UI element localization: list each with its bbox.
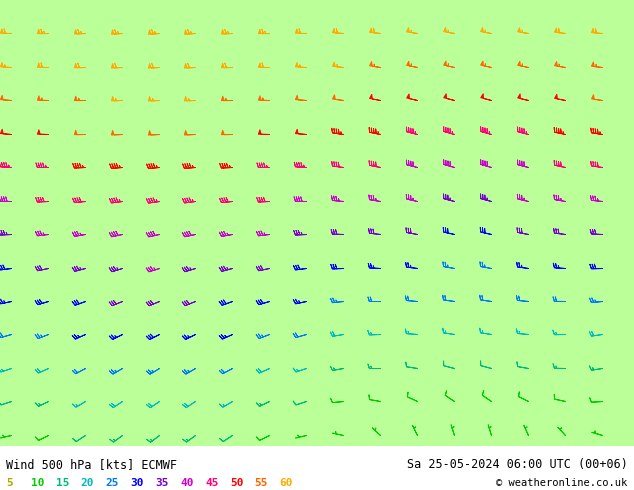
Text: 40: 40 bbox=[180, 478, 193, 488]
Text: 45: 45 bbox=[205, 478, 219, 488]
Text: 30: 30 bbox=[131, 478, 144, 488]
Text: Sa 25-05-2024 06:00 UTC (00+06): Sa 25-05-2024 06:00 UTC (00+06) bbox=[407, 458, 628, 471]
Text: 10: 10 bbox=[31, 478, 44, 488]
Text: 15: 15 bbox=[56, 478, 70, 488]
Text: 5: 5 bbox=[6, 478, 13, 488]
Text: Wind 500 hPa [kts] ECMWF: Wind 500 hPa [kts] ECMWF bbox=[6, 458, 178, 471]
Text: 55: 55 bbox=[255, 478, 268, 488]
Text: 25: 25 bbox=[106, 478, 119, 488]
Text: 60: 60 bbox=[280, 478, 293, 488]
Text: 50: 50 bbox=[230, 478, 243, 488]
Polygon shape bbox=[0, 0, 634, 446]
Text: 20: 20 bbox=[81, 478, 94, 488]
Text: © weatheronline.co.uk: © weatheronline.co.uk bbox=[496, 478, 628, 488]
Text: 35: 35 bbox=[155, 478, 169, 488]
